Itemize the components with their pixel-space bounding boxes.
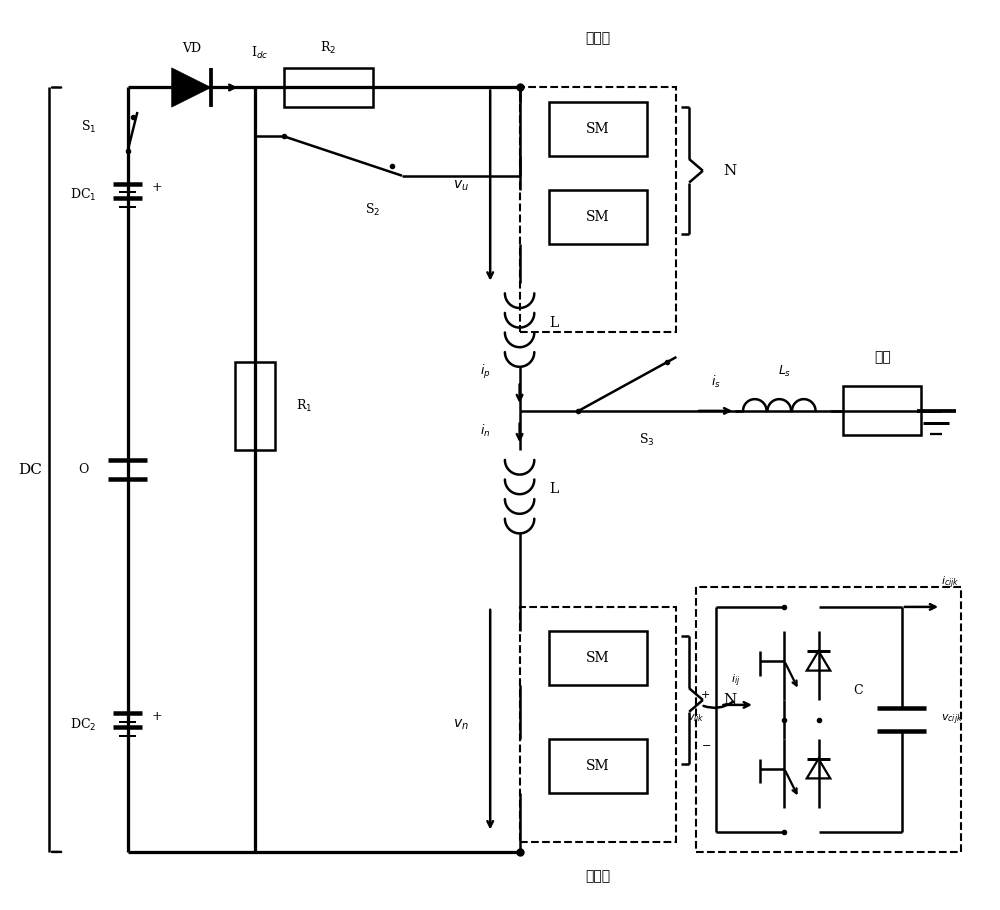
Text: 上桥臂: 上桥臂 [585,32,611,46]
Text: C: C [853,683,863,697]
Text: R$_2$: R$_2$ [320,40,337,56]
Bar [549,190,647,244]
Text: S$_2$: S$_2$ [365,202,380,218]
Text: SM: SM [586,652,610,665]
Polygon shape [172,68,211,107]
Text: $v_n$: $v_n$ [453,717,469,732]
Polygon shape [807,759,830,778]
Text: S$_1$: S$_1$ [81,118,96,135]
Text: +: + [152,181,162,194]
Text: SM: SM [586,759,610,774]
Bar [520,607,676,842]
Text: O: O [78,463,89,476]
Polygon shape [807,651,830,671]
Text: $v_{ijk}$: $v_{ijk}$ [687,713,705,727]
Bar [549,739,647,794]
Text: 下桥臂: 下桥臂 [585,869,611,884]
Bar [549,102,647,157]
Text: R$_1$: R$_1$ [296,398,312,414]
Text: DC$_1$: DC$_1$ [70,187,97,203]
Text: 负载: 负载 [874,350,891,364]
Text: L: L [549,316,558,329]
Bar [284,68,373,107]
Text: I$_{dc}$: I$_{dc}$ [251,46,269,61]
Bar [549,632,647,685]
Text: $i_s$: $i_s$ [711,373,721,389]
Text: $-$: $-$ [701,739,711,749]
Text: $v_u$: $v_u$ [453,178,469,193]
Text: $i_{cijk}$: $i_{cijk}$ [941,574,959,591]
Text: S$_3$: S$_3$ [639,432,655,449]
Text: VD: VD [182,42,201,55]
Text: +: + [152,710,162,723]
Bar [235,362,275,450]
Text: $i_p$: $i_p$ [480,363,490,380]
Text: $L_s$: $L_s$ [778,364,791,379]
Text: $i_n$: $i_n$ [480,422,490,439]
Text: DC: DC [18,462,42,477]
Bar [520,87,676,332]
Text: L: L [549,482,558,496]
Text: SM: SM [586,122,610,136]
Text: N: N [724,693,737,707]
Text: $i_{ij}$: $i_{ij}$ [731,672,740,689]
Text: SM: SM [586,210,610,225]
Bar [843,387,921,435]
Text: N: N [724,164,737,177]
Text: $v_{cijk}$: $v_{cijk}$ [941,713,963,727]
Text: +: + [701,690,710,700]
Text: DC$_2$: DC$_2$ [70,716,97,733]
Bar [696,587,961,852]
